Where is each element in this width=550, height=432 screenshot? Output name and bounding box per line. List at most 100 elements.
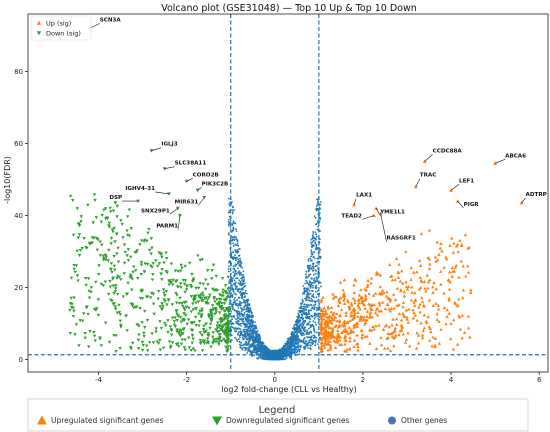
down-gene-point [80,246,84,251]
down-gene-point [135,249,139,253]
up-gene-point [337,319,342,323]
up-gene-point [333,335,337,339]
other-gene-point [232,327,235,330]
down-gene-point [143,326,147,330]
up-gene-point [442,291,446,295]
gene-leader-line [450,184,460,191]
down-gene-point [87,289,91,293]
other-gene-point [317,272,319,275]
up-gene-point [416,333,421,337]
up-gene-point [326,336,331,340]
other-gene-point [315,235,318,238]
up-gene-point [327,315,331,319]
down-gene-point [223,289,228,294]
other-gene-point [239,343,241,346]
other-gene-point [302,320,305,322]
up-gene-point [376,272,380,276]
up-gene-point [327,326,331,330]
down-gene-point [131,341,135,345]
other-gene-point [228,280,231,283]
other-gene-point [303,312,306,314]
up-gene-point [363,293,368,297]
other-gene-point [302,317,304,319]
other-gene-point [304,340,307,343]
down-gene-point [170,303,175,307]
up-gene-point [343,342,347,346]
other-gene-point [295,334,298,336]
other-gene-point [252,348,255,351]
other-gene-point [261,355,264,358]
down-gene-point [129,302,134,306]
down-gene-point [175,330,179,334]
down-gene-point [139,239,144,243]
up-gene-point [356,303,360,307]
other-gene-point [235,228,237,231]
down-gene-point [169,262,174,266]
other-gene-point [243,282,246,285]
labeled-gene-point [372,213,376,218]
other-gene-point [229,226,232,228]
other-gene-point [306,329,308,332]
other-gene-point [231,209,234,212]
down-gene-point [111,209,116,213]
down-gene-point [70,302,74,306]
up-gene-point [348,319,352,323]
down-gene-point [226,287,230,291]
other-gene-point [315,306,318,309]
other-gene-point [231,294,234,296]
x-tick-label: 2 [361,376,365,384]
up-gene-point [362,315,366,319]
other-gene-point [309,281,312,284]
up-gene-point [371,293,376,297]
up-gene-point [451,250,455,254]
down-gene-point [178,328,182,332]
down-gene-point [206,302,210,306]
up-gene-point [452,241,456,245]
other-gene-point [313,239,315,242]
down-gene-point [96,238,100,242]
other-gene-point [281,346,284,349]
other-gene-point [306,315,308,317]
down-gene-point [196,254,200,258]
up-gene-point [343,334,348,338]
down-gene-point [226,315,230,319]
up-gene-point [466,264,470,268]
other-gene-point [256,336,259,338]
gene-label: TEAD2 [341,213,362,219]
down-gene-point [96,298,101,302]
other-gene-point [261,341,264,343]
down-gene-point [177,301,182,305]
gene-label: PIK3C2B [202,181,229,187]
other-gene-point [316,343,319,345]
up-gene-point [359,328,364,332]
up-gene-point [460,336,464,340]
other-gene-point [231,224,234,226]
other-gene-point [235,272,237,275]
up-gene-point [454,244,459,248]
other-gene-point [234,254,236,256]
down-gene-point [218,327,223,331]
down-gene-point [197,324,201,328]
up-gene-point [361,299,365,303]
down-gene-point [137,324,141,328]
up-gene-point [324,338,328,342]
other-gene-point [300,305,303,308]
down-gene-point [101,258,106,262]
y-tick-label: 40 [14,212,23,220]
other-gene-point [316,315,319,318]
up-gene-point [363,306,368,310]
down-gene-point [113,268,117,272]
other-gene-point [247,341,250,343]
down-gene-point [139,263,144,267]
down-gene-point [72,309,76,313]
other-gene-point [298,340,301,343]
up-gene-point [328,345,333,349]
up-gene-point [434,301,438,305]
down-gene-point [190,333,195,337]
other-gene-point [251,355,254,357]
other-gene-point [300,323,302,326]
other-gene-point [298,353,300,356]
up-gene-point [386,303,390,307]
up-gene-point [319,326,323,330]
down-gene-point [186,336,191,340]
